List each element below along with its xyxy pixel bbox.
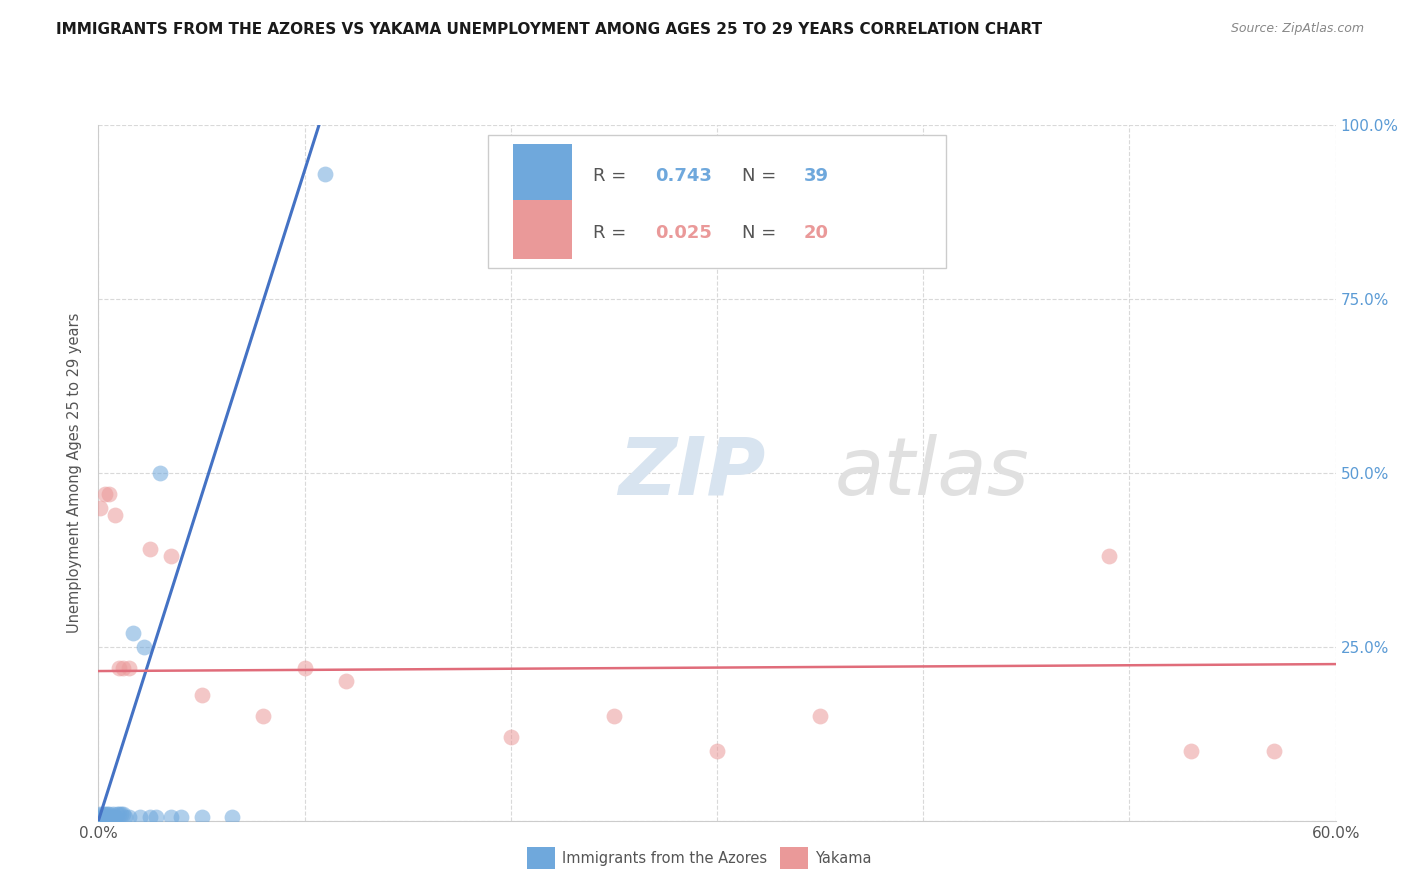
Point: [89, 500, 111, 515]
Point: [93, 814, 115, 828]
Point: [112, 806, 135, 821]
Point: [96, 806, 118, 821]
Point: [252, 709, 274, 723]
Point: [706, 744, 728, 758]
Point: [93, 806, 115, 821]
Y-axis label: Unemployment Among Ages 25 to 29 years: Unemployment Among Ages 25 to 29 years: [67, 312, 83, 633]
Point: [96, 814, 118, 828]
Point: [91, 810, 114, 824]
Point: [100, 810, 122, 824]
Point: [335, 674, 357, 689]
Point: [139, 810, 162, 824]
Point: [100, 814, 122, 828]
Text: R =: R =: [593, 168, 633, 186]
Point: [145, 810, 167, 824]
Text: Immigrants from the Azores: Immigrants from the Azores: [562, 851, 768, 865]
Point: [132, 640, 155, 654]
Point: [91, 810, 114, 824]
FancyBboxPatch shape: [488, 136, 946, 268]
Bar: [513, 200, 572, 260]
Text: ZIP: ZIP: [619, 434, 765, 512]
Point: [101, 810, 124, 824]
Point: [93, 810, 115, 824]
Text: atlas: atlas: [835, 434, 1029, 512]
Point: [314, 167, 336, 181]
Point: [104, 508, 127, 522]
Point: [96, 810, 118, 824]
Point: [108, 660, 131, 674]
Point: [91, 806, 114, 821]
Text: 20: 20: [804, 224, 828, 242]
Point: [294, 660, 316, 674]
Text: N =: N =: [742, 224, 782, 242]
Point: [1180, 744, 1202, 758]
Point: [122, 625, 145, 640]
Point: [603, 709, 626, 723]
Text: Yakama: Yakama: [815, 851, 872, 865]
Text: 0.025: 0.025: [655, 224, 711, 242]
Point: [170, 810, 193, 824]
Point: [190, 689, 212, 703]
Point: [91, 814, 114, 828]
Point: [149, 466, 172, 480]
Point: [105, 806, 128, 821]
Point: [159, 810, 181, 824]
Point: [93, 486, 115, 500]
Point: [89, 810, 111, 824]
Text: Source: ZipAtlas.com: Source: ZipAtlas.com: [1230, 22, 1364, 36]
Point: [89, 814, 111, 828]
Point: [114, 810, 136, 824]
Point: [97, 810, 120, 824]
Bar: [513, 144, 572, 202]
Point: [97, 814, 120, 828]
Text: N =: N =: [742, 168, 782, 186]
Point: [97, 806, 120, 821]
Point: [97, 486, 120, 500]
Point: [1098, 549, 1121, 564]
Point: [89, 806, 111, 821]
Point: [118, 660, 141, 674]
Point: [118, 810, 141, 824]
Text: IMMIGRANTS FROM THE AZORES VS YAKAMA UNEMPLOYMENT AMONG AGES 25 TO 29 YEARS CORR: IMMIGRANTS FROM THE AZORES VS YAKAMA UNE…: [56, 22, 1042, 37]
Text: 39: 39: [804, 168, 828, 186]
Point: [221, 810, 243, 824]
Point: [108, 806, 131, 821]
Point: [499, 730, 522, 744]
Text: R =: R =: [593, 224, 633, 242]
Point: [93, 810, 115, 824]
Text: 0.743: 0.743: [655, 168, 711, 186]
Point: [1263, 744, 1285, 758]
Point: [190, 810, 212, 824]
Point: [159, 549, 181, 564]
Point: [128, 810, 150, 824]
Point: [112, 660, 135, 674]
Point: [101, 806, 124, 821]
Point: [110, 806, 132, 821]
Point: [104, 810, 127, 824]
Point: [808, 709, 831, 723]
Point: [139, 542, 162, 557]
